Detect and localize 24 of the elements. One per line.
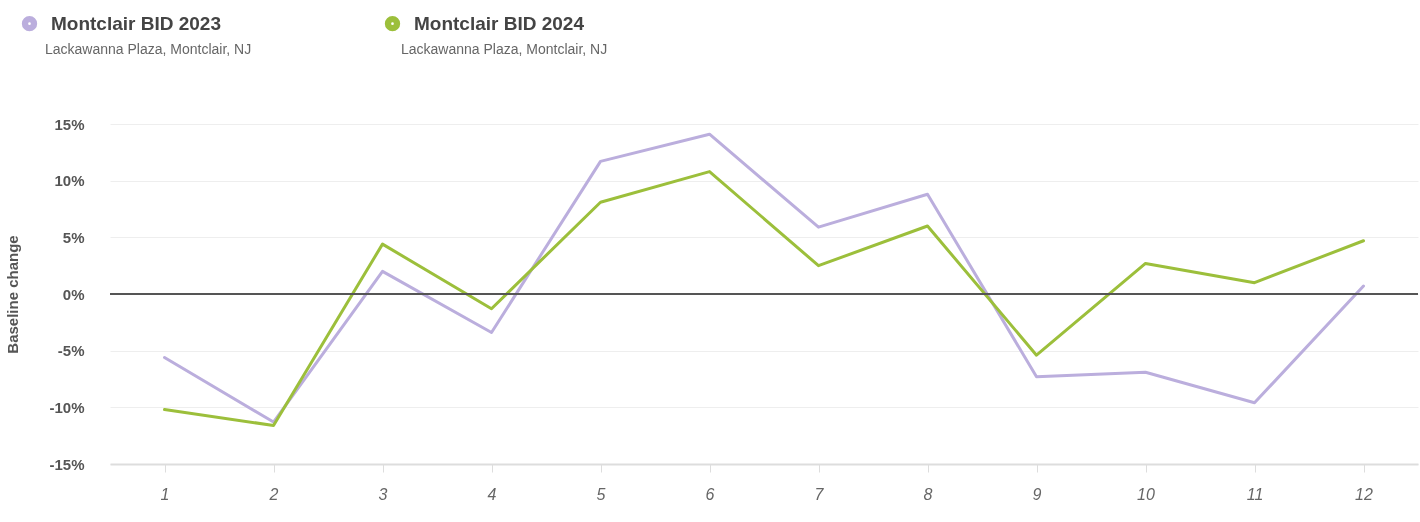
y-tick-label: -15% bbox=[49, 455, 85, 473]
x-tick-label: 1 bbox=[160, 485, 170, 503]
text: Lackawanna Plaza, Montclair, NJ bbox=[401, 41, 608, 57]
legend-label: Montclair BID 2024 bbox=[414, 12, 585, 34]
x-tick-label: 12 bbox=[1355, 485, 1373, 503]
y-tick-label: 5% bbox=[62, 228, 85, 246]
x-tick-label: 7 bbox=[814, 485, 825, 503]
legend-label: Montclair BID 2023 bbox=[51, 12, 221, 34]
x-tick-label: 5 bbox=[596, 485, 606, 503]
x-tick-label: 3 bbox=[378, 485, 388, 503]
y-axis-title: Baseline change bbox=[4, 235, 22, 354]
text: Lackawanna Plaza, Montclair, NJ bbox=[45, 41, 252, 57]
x-tick-label: 10 bbox=[1137, 485, 1155, 503]
x-tick-label: 9 bbox=[1032, 485, 1042, 503]
x-tick-label: 11 bbox=[1246, 485, 1264, 503]
x-tick-label: 2 bbox=[268, 485, 279, 503]
y-tick-label: 10% bbox=[54, 172, 85, 190]
x-tick-label: 8 bbox=[923, 485, 933, 503]
y-tick-label: -5% bbox=[57, 342, 85, 360]
x-tick-label: 4 bbox=[487, 485, 497, 503]
y-tick-label: 0% bbox=[62, 285, 85, 303]
y-tick-label: 15% bbox=[54, 115, 85, 133]
y-tick-label: -10% bbox=[49, 398, 85, 416]
x-tick-label: 6 bbox=[705, 485, 715, 503]
